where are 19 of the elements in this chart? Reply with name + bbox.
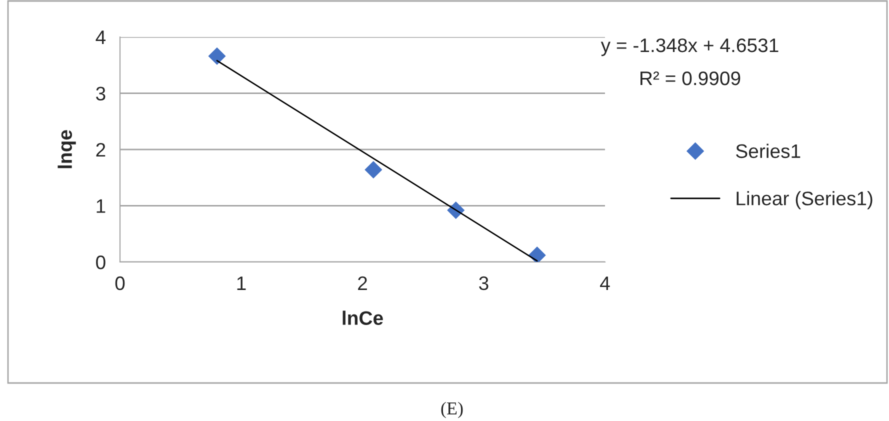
text: (E) xyxy=(441,402,463,418)
y-tick-label: 4 xyxy=(96,30,106,44)
legend-label: Series1 xyxy=(736,144,800,158)
y-axis-title: lnqe xyxy=(58,130,76,168)
x-axis-title: lnCe xyxy=(342,310,383,325)
x-tick-label: 4 xyxy=(600,276,610,290)
y-tick-label: 0 xyxy=(96,255,106,270)
y-tick-label: 3 xyxy=(96,86,106,100)
x-tick-label: 3 xyxy=(479,276,488,290)
y-tick-label: 1 xyxy=(96,199,106,213)
y-tick-label: 2 xyxy=(96,142,106,157)
legend-label: Linear (Series1) xyxy=(736,191,872,210)
x-tick-label: 2 xyxy=(358,276,367,290)
point xyxy=(208,47,226,65)
annotation: y = -1.348x + 4.6531 xyxy=(600,38,778,56)
point xyxy=(364,160,382,179)
text: R² = 0.9909 xyxy=(640,71,740,86)
x-tick-label: 1 xyxy=(237,276,246,290)
x-tick-label: 0 xyxy=(115,276,125,290)
